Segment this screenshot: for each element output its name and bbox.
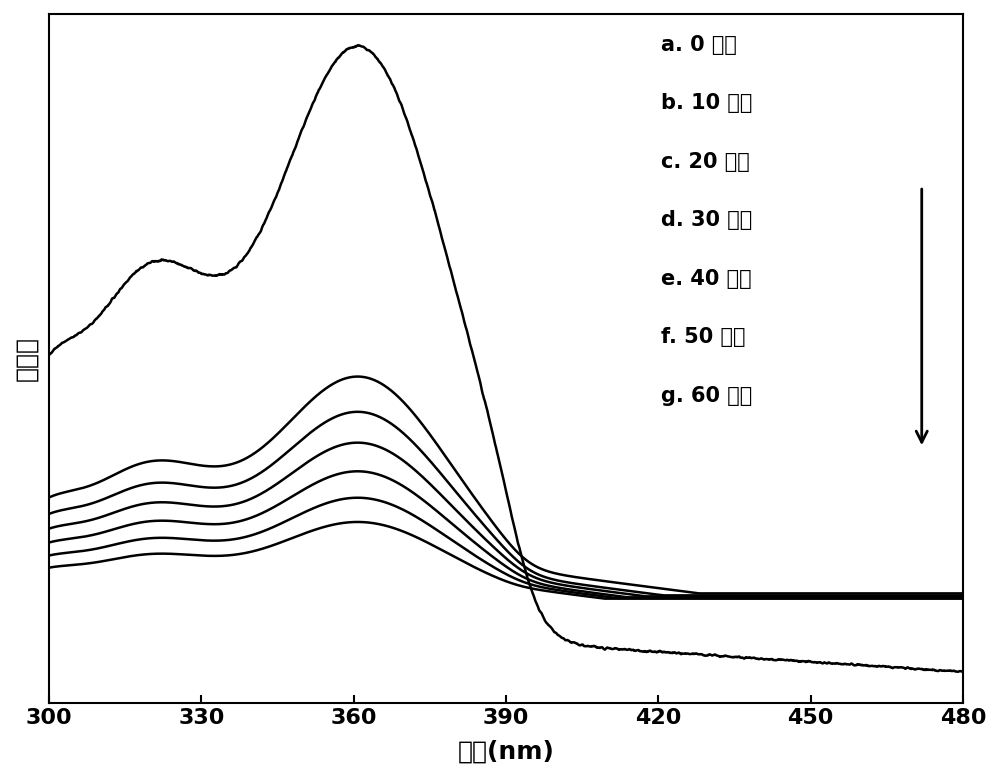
Y-axis label: 吸光度: 吸光度	[14, 336, 38, 381]
Text: e. 40 分钟: e. 40 分钟	[661, 269, 752, 289]
Text: b. 10 分钟: b. 10 分钟	[661, 93, 753, 113]
Text: g. 60 分钟: g. 60 分钟	[661, 386, 753, 406]
Text: f. 50 分钟: f. 50 分钟	[661, 327, 746, 347]
Text: d. 30 分钟: d. 30 分钟	[661, 211, 753, 230]
Text: c. 20 分钟: c. 20 分钟	[661, 152, 750, 172]
X-axis label: 波长(nm): 波长(nm)	[457, 739, 554, 763]
Text: a. 0 分钟: a. 0 分钟	[661, 34, 737, 54]
